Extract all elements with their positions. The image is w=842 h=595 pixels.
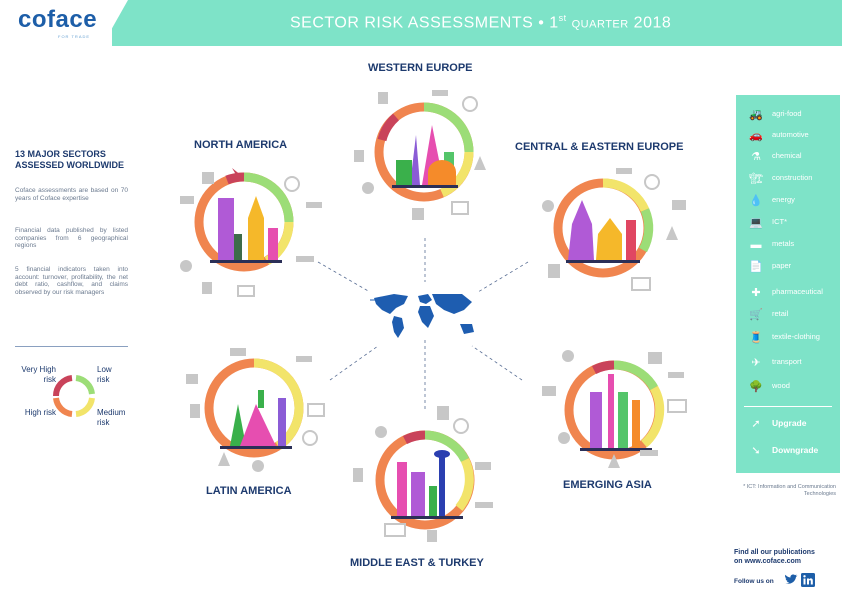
follow-us-label: Follow us on [734, 578, 774, 585]
western-europe-infographic[interactable] [352, 80, 497, 230]
medium-segment [75, 397, 95, 417]
legend-item-metals: ▬ metals [736, 236, 840, 254]
legend-item-automotive: 🚗 automotive [736, 127, 840, 145]
region-title-middle-east-turkey: MIDDLE EAST & TURKEY [350, 557, 484, 569]
paper-icon: 📄 [749, 261, 763, 273]
arrow-down-right-icon: ➘ [751, 445, 761, 457]
tree-icon: 🌳 [749, 381, 763, 393]
legend-item-construction: 🏗 construction [736, 170, 840, 188]
laptop-icon: 💻 [749, 217, 763, 229]
legend-item-pharmaceutical: ✚ pharmaceutical [736, 284, 840, 302]
legend-low: Low risk [97, 365, 112, 384]
plane-icon: ✈ [751, 357, 761, 369]
legend-item-ict: 💻 ICT* [736, 214, 840, 232]
flask-icon: ⚗ [751, 151, 761, 163]
legend-item-energy: 💧 energy [736, 192, 840, 210]
region-title-north-america: NORTH AMERICA [194, 139, 288, 151]
sidebar-para-2: Financial data published by listed compa… [15, 227, 128, 250]
region-title-central-eastern-europe: CENTRAL & EASTERN EUROPE [515, 141, 684, 153]
western-europe-landmarks [392, 125, 458, 188]
linkedin-icon[interactable] [801, 573, 815, 587]
legend-divider [744, 406, 832, 407]
title-year: 2018 [633, 14, 672, 32]
publications-line-2[interactable]: on www.coface.com [734, 558, 802, 565]
cash-register-icon: 🛒 [749, 309, 763, 321]
central-eastern-europe-infographic[interactable] [528, 160, 688, 305]
legend-item-paper: 📄 paper [736, 258, 840, 276]
region-title-emerging-asia: EMERGING ASIA [563, 479, 652, 491]
legend-medium: Medium risk [97, 408, 126, 427]
sidebar-para-1: Coface assessments are based on 70 years… [15, 187, 128, 202]
publications-line-1: Find all our publications [734, 549, 815, 556]
publications-link[interactable]: Find all our publications on www.coface.… [734, 548, 840, 566]
title-quarter: QUARTER [571, 18, 629, 31]
legend-item-wood: 🌳 wood [736, 378, 840, 396]
header-bar: coface FOR TRADE SECTOR RISK ASSESSMENTS… [0, 0, 842, 46]
arrow-up-right-icon: ➚ [751, 418, 761, 430]
coface-logo[interactable]: coface [18, 6, 98, 33]
sewing-machine-icon: 🧵 [749, 332, 763, 344]
logo-area [0, 0, 112, 46]
logo-notch [102, 0, 128, 46]
metal-bars-icon: ▬ [750, 239, 762, 251]
world-map-icon [370, 294, 474, 338]
tractor-icon: 🚜 [749, 109, 763, 121]
latin-america-infographic[interactable] [178, 340, 328, 480]
legend-very-high: Very High risk [21, 365, 56, 384]
legend-item-chemical: ⚗ chemical [736, 148, 840, 166]
low-segment [75, 375, 95, 395]
legend-item-upgrade: ➚ Upgrade [736, 415, 840, 433]
ict-footnote: * ICT: Information and Communication Tec… [743, 484, 836, 497]
page-title: SECTOR RISK ASSESSMENTS • 1st QUARTER 20… [290, 13, 671, 32]
title-sup: st [558, 13, 567, 23]
legend-item-transport: ✈ transport [736, 354, 840, 372]
pharma-cross-icon: ✚ [751, 287, 761, 299]
legend-item-retail: 🛒 retail [736, 306, 840, 324]
western-europe-sector-icons [354, 90, 486, 220]
crane-icon: 🏗 [749, 173, 763, 185]
very-high-segment [52, 375, 73, 397]
sidebar-heading: 13 MAJOR SECTORS ASSESSED WORLDWIDE [15, 149, 125, 170]
title-main: SECTOR RISK ASSESSMENTS • 1 [290, 14, 559, 32]
region-title-latin-america: LATIN AMERICA [206, 485, 292, 497]
twitter-icon[interactable] [784, 573, 798, 587]
legend-high: High risk [24, 408, 56, 417]
sidebar-para-3: 5 financial indicators taken into accoun… [15, 266, 128, 296]
legend-item-downgrade: ➘ Downgrade [736, 442, 840, 460]
region-title-western-europe: WESTERN EUROPE [368, 62, 473, 74]
high-segment [53, 397, 73, 417]
sector-legend-panel: 🚜 agri-food 🚗 automotive ⚗ chemical 🏗 co… [736, 95, 840, 473]
sidebar-divider [15, 346, 128, 347]
emerging-asia-infographic[interactable] [538, 342, 698, 482]
north-america-infographic[interactable] [172, 158, 322, 298]
legend-item-textile-clothing: 🧵 textile-clothing [736, 329, 840, 347]
logo-tagline: FOR TRADE [58, 34, 91, 39]
legend-item-agri-food: 🚜 agri-food [736, 106, 840, 124]
car-icon: 🚗 [749, 130, 763, 142]
oil-drop-icon: 💧 [749, 195, 763, 207]
middle-east-turkey-infographic[interactable] [345, 402, 505, 548]
risk-legend-ring [52, 375, 95, 417]
